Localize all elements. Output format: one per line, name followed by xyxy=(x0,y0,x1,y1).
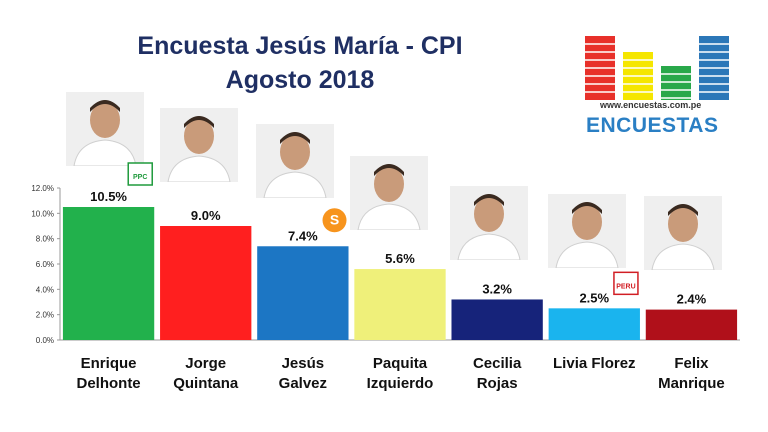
svg-text:PERU: PERU xyxy=(616,283,635,290)
bar xyxy=(160,226,252,340)
person-silhouette-icon xyxy=(450,186,528,260)
category-label: Delhonte xyxy=(76,375,140,392)
person-silhouette-icon xyxy=(350,156,428,230)
category-label: Paquita xyxy=(373,355,428,372)
category-label: Galvez xyxy=(279,375,327,392)
person-silhouette-icon xyxy=(160,108,238,182)
category-label: Cecilia xyxy=(473,355,522,372)
party-badge-icon: S xyxy=(322,208,347,233)
person-silhouette-icon xyxy=(548,194,626,268)
y-tick-label: 2.0% xyxy=(36,311,54,320)
category-label: Jorge xyxy=(185,355,226,372)
logo-bar xyxy=(661,66,691,100)
logo-wordmark: ENCUESTAS xyxy=(586,114,719,137)
y-tick-label: 0.0% xyxy=(36,336,54,345)
svg-text:PPC: PPC xyxy=(133,174,147,181)
bar xyxy=(451,299,543,340)
bar xyxy=(645,309,738,340)
bar xyxy=(62,207,155,340)
category-label: Rojas xyxy=(477,375,518,392)
candidate-photo xyxy=(450,186,528,260)
person-silhouette-icon xyxy=(644,196,722,270)
person-silhouette-icon xyxy=(256,124,334,198)
y-tick-label: 6.0% xyxy=(36,260,54,269)
category-label: Manrique xyxy=(658,375,725,392)
person-silhouette-icon xyxy=(66,92,144,166)
category-label: Jesús xyxy=(282,355,325,372)
data-label: 7.4% xyxy=(288,228,318,243)
y-tick-label: 10.0% xyxy=(31,209,54,218)
bar xyxy=(257,246,349,340)
candidate-photo xyxy=(548,194,626,268)
data-label: 2.4% xyxy=(677,292,707,307)
y-tick-label: 12.0% xyxy=(31,184,54,193)
bar xyxy=(354,269,446,340)
y-tick-label: 8.0% xyxy=(36,235,54,244)
chart-title-line-2: Agosto 2018 xyxy=(225,66,375,94)
category-label: Quintana xyxy=(173,375,239,392)
data-label: 3.2% xyxy=(482,281,512,296)
chart-title-line-1: Encuesta Jesús María - CPI xyxy=(137,32,463,60)
candidate-photo xyxy=(256,124,334,198)
candidate-photo xyxy=(160,108,238,182)
y-tick-label: 4.0% xyxy=(36,285,54,294)
data-label: 9.0% xyxy=(191,208,221,223)
category-label: Livia Florez xyxy=(553,355,636,372)
category-label: Felix xyxy=(674,355,709,372)
party-badge-icon: PPC xyxy=(127,162,153,186)
category-label: Enrique xyxy=(81,355,137,372)
bar xyxy=(548,308,640,340)
candidate-photo xyxy=(350,156,428,230)
data-label: 10.5% xyxy=(90,189,127,204)
candidate-photo xyxy=(66,92,144,166)
category-label: Izquierdo xyxy=(367,375,434,392)
party-badge-icon: PERU xyxy=(613,271,639,296)
candidate-photo xyxy=(644,196,722,270)
svg-text:S: S xyxy=(330,211,339,227)
data-label: 2.5% xyxy=(579,290,609,305)
logo-url: www.encuestas.com.pe xyxy=(600,100,702,110)
data-label: 5.6% xyxy=(385,251,415,266)
encuestas-logo xyxy=(585,36,729,100)
